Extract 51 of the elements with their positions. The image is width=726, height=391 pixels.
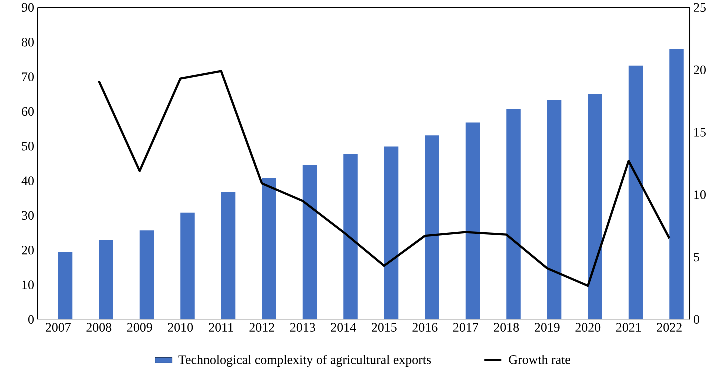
x-tick-label: 2019 [534, 323, 560, 332]
y-tick-label: 50 [22, 142, 34, 151]
x-tick-label: 2016 [412, 323, 438, 332]
bar [547, 100, 562, 320]
y-tick-label: 20 [22, 246, 34, 255]
y-tick-label: 60 [22, 107, 34, 116]
y-tick-label: 0 [28, 315, 34, 324]
bar [58, 252, 73, 320]
x-tick-label: 2009 [127, 323, 152, 332]
y-tick-label: 30 [22, 211, 34, 220]
x-tick-label: 2020 [576, 323, 601, 332]
bar [588, 94, 602, 320]
y-tick-label: 90 [22, 3, 34, 12]
bar [140, 230, 154, 320]
x-tick-label: 2012 [250, 323, 274, 332]
x-tick-label: 2017 [453, 323, 478, 332]
x-tick-label: 2018 [494, 323, 520, 332]
x-tick-label: 2008 [86, 323, 112, 332]
x-tick-label: 2014 [331, 323, 356, 332]
bar [302, 165, 318, 320]
y-tick-label: 40 [22, 176, 34, 186]
bar [99, 240, 114, 320]
y2-tick-label: 25 [694, 3, 706, 12]
y2-tick-label: 10 [694, 190, 706, 200]
x-tick-label: 2015 [372, 323, 397, 332]
y-tick-label: 70 [22, 72, 34, 82]
y-tick-label: 10 [22, 280, 34, 290]
y2-tick-label: 15 [694, 128, 706, 137]
line-series [98, 70, 671, 288]
bar [670, 49, 684, 320]
bar [180, 213, 195, 320]
y2-tick-label: 20 [694, 66, 706, 75]
x-tick-label: 2011 [209, 323, 234, 332]
y-tick-label: 80 [22, 38, 34, 47]
legend-label: Technological complexity of agricultural exports [178, 355, 432, 368]
x-tick-label: 2013 [290, 323, 316, 332]
x-tick-label: 2010 [168, 323, 194, 332]
x-tick-label: 2021 [616, 323, 642, 332]
bar [262, 178, 276, 320]
bar [384, 146, 399, 320]
bar [221, 192, 236, 320]
y2-tick-label: 5 [694, 253, 700, 262]
bar [344, 154, 358, 320]
bar [466, 122, 480, 320]
bar [506, 109, 521, 320]
x-tick-label: 2022 [657, 323, 682, 332]
y2-tick-label: 0 [694, 315, 700, 324]
bar [628, 66, 644, 320]
bar [425, 136, 440, 320]
legend-label: Growth rate [509, 355, 570, 364]
x-tick-label: 2007 [46, 323, 71, 332]
